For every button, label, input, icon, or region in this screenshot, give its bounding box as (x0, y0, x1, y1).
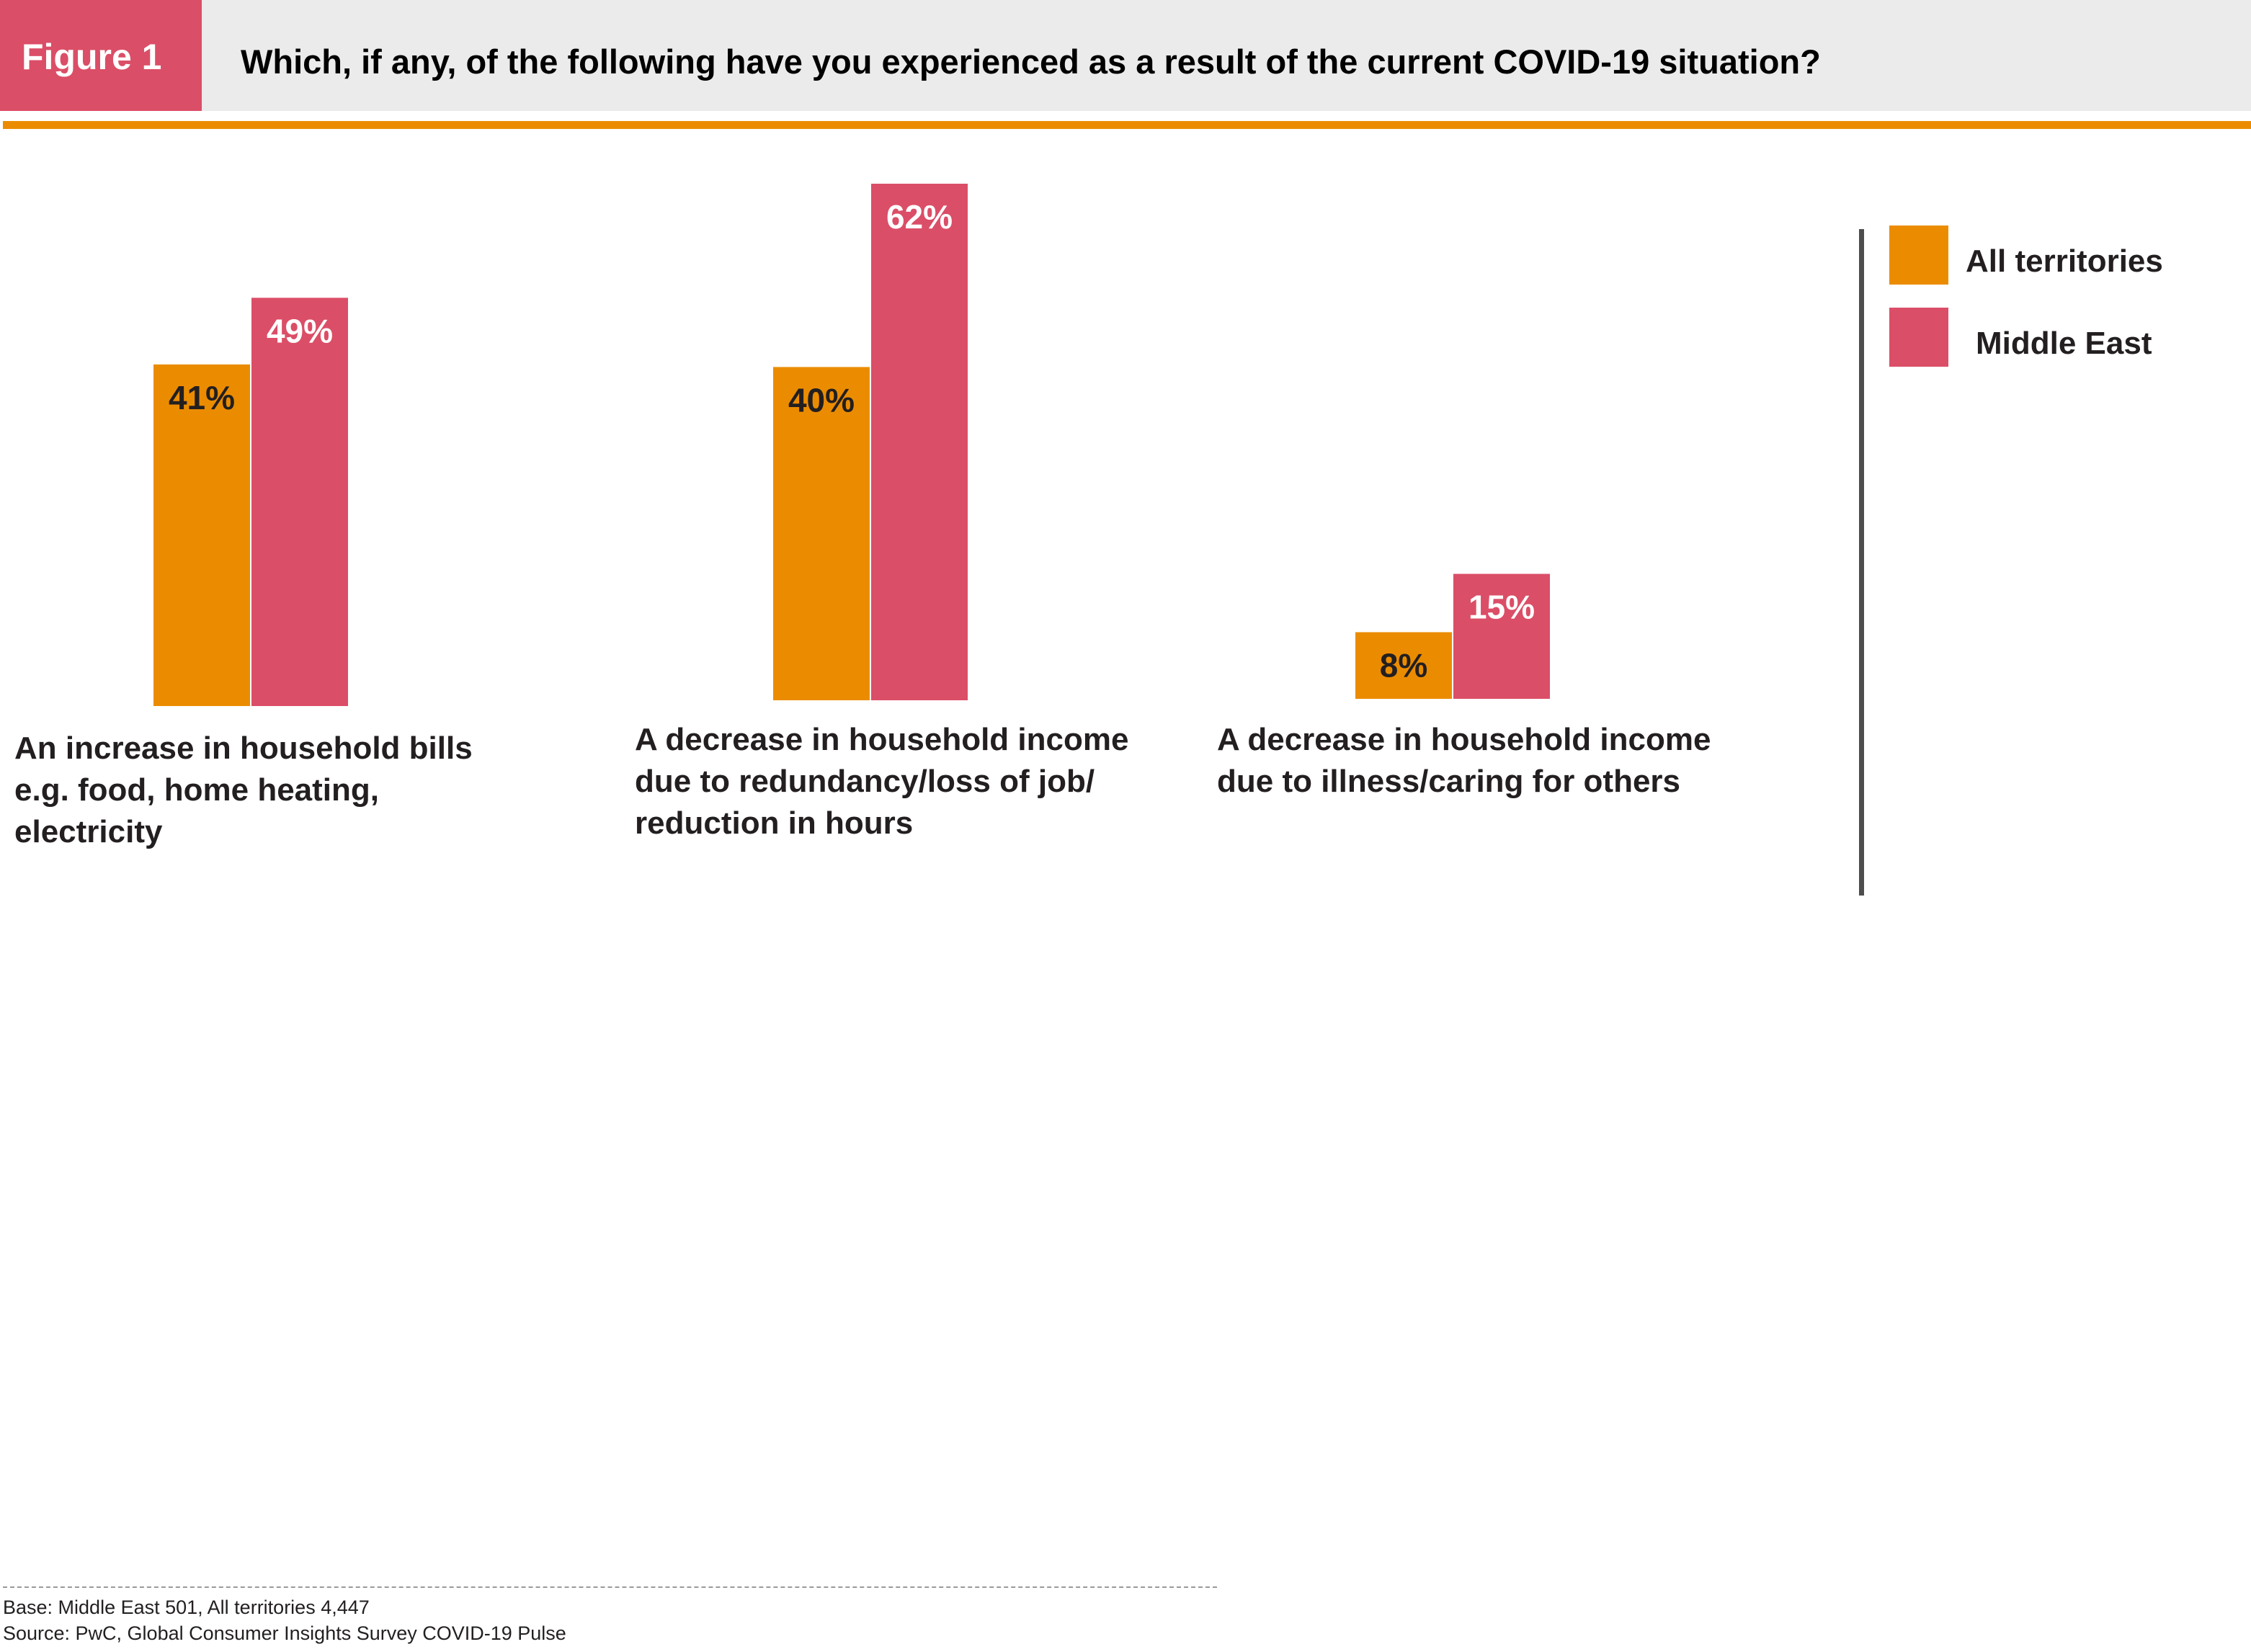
header-bar: Figure 1 Which, if any, of the following… (0, 0, 2251, 111)
source-note: Source: PwC, Global Consumer Insights Su… (3, 1622, 566, 1644)
data-label-middle-east-3: 15% (1468, 589, 1535, 626)
bar-all-territories-3 (1355, 632, 1452, 699)
bar-all-territories-1 (153, 364, 250, 706)
legend-label-middle-east: Middle East (1976, 326, 2152, 361)
base-note: Base: Middle East 501, All territories 4… (3, 1597, 370, 1618)
data-label-all-territories-3: 8% (1380, 646, 1427, 684)
legend-divider (1859, 229, 1864, 896)
data-label-middle-east-1: 49% (267, 312, 333, 349)
category-label-income-redundancy: A decrease in household income due to re… (635, 722, 1129, 841)
figure-label: Figure 1 (22, 37, 162, 77)
figure-badge: Figure 1 (0, 0, 202, 111)
chart-title: Which, if any, of the following have you… (241, 43, 1821, 81)
category-label-income-illness: A decrease in household income due to il… (1217, 722, 1711, 799)
legend-swatch-middle-east (1889, 308, 1948, 367)
data-label-all-territories-2: 40% (788, 381, 855, 419)
legend-swatch-all-territories (1889, 226, 1948, 285)
bar-middle-east-3 (1453, 573, 1550, 699)
bar-middle-east-2 (871, 184, 968, 700)
data-label-all-territories-1: 41% (169, 379, 235, 416)
bar-all-territories-2 (773, 367, 870, 700)
header-rule (3, 121, 2251, 129)
category-label-household-bills: An increase in household bills e.g. food… (14, 731, 473, 849)
bar-chart: 41% 49% 40% 62% 8% 15% (153, 184, 1550, 706)
legend-label-all-territories: All territories (1966, 244, 2163, 279)
data-label-middle-east-2: 62% (886, 198, 953, 236)
bar-middle-east-1 (251, 298, 348, 706)
footer-divider (3, 1586, 1217, 1588)
